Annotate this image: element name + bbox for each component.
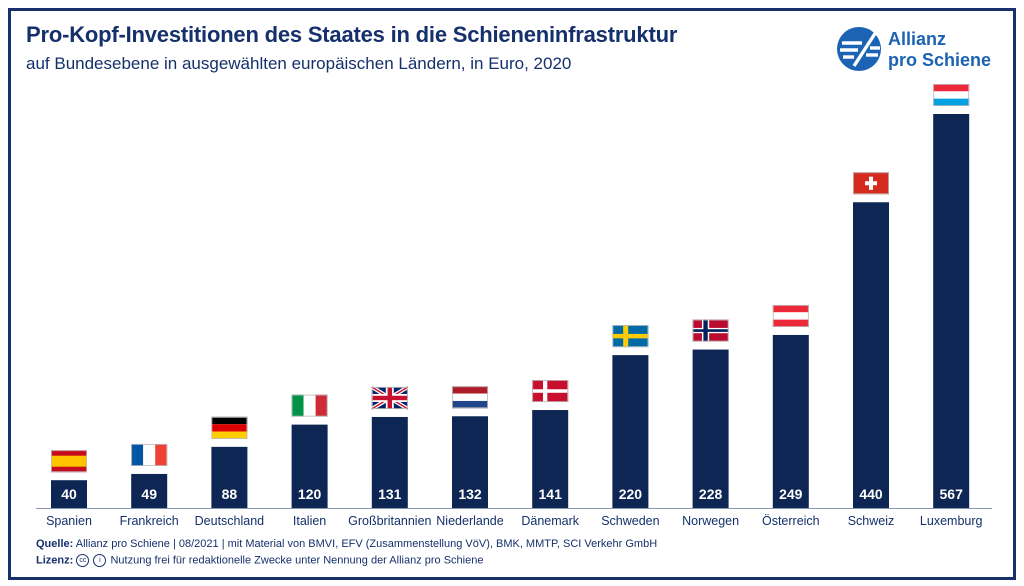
logo-line-2: pro Schiene bbox=[888, 50, 992, 70]
license-line: Lizenz: cc i Nutzung frei für redaktione… bbox=[36, 554, 483, 567]
category-label-austria: Österreich bbox=[762, 514, 820, 528]
by-icon: i bbox=[93, 554, 107, 567]
flag-netherlands-icon bbox=[452, 386, 488, 409]
value-label-italy: 120 bbox=[298, 486, 322, 502]
category-label-norway: Norwegen bbox=[682, 514, 739, 528]
category-label-spain: Spanien bbox=[46, 514, 92, 528]
flag-denmark-icon bbox=[532, 380, 569, 403]
bar-austria bbox=[772, 334, 809, 508]
value-label-sweden: 220 bbox=[619, 486, 643, 502]
value-label-netherlands: 132 bbox=[458, 486, 482, 502]
bar-france bbox=[131, 473, 168, 508]
value-label-switzerland: 440 bbox=[859, 486, 883, 502]
category-label-switzerland: Schweiz bbox=[848, 514, 895, 528]
logo-line-1: Allianz bbox=[888, 29, 947, 49]
bar-switzerland bbox=[853, 202, 889, 509]
bar-germany bbox=[211, 446, 248, 508]
flag-norway-icon bbox=[692, 319, 729, 342]
source-text: Allianz pro Schiene | 08/2021 | mit Mate… bbox=[75, 538, 658, 550]
value-label-luxembourg: 567 bbox=[940, 486, 964, 502]
bar-denmark bbox=[532, 410, 569, 508]
flag-italy-icon bbox=[291, 394, 328, 417]
chart-frame bbox=[8, 8, 1016, 580]
bar-norway bbox=[692, 349, 729, 508]
category-label-uk: Großbritannien bbox=[348, 514, 431, 528]
chart-title: Pro-Kopf-Investitionen des Staates in di… bbox=[26, 22, 678, 47]
flag-france-icon bbox=[131, 443, 168, 466]
value-label-denmark: 141 bbox=[539, 486, 563, 502]
flag-spain-icon bbox=[51, 450, 87, 473]
category-label-germany: Deutschland bbox=[195, 514, 265, 528]
cc-icon: cc bbox=[76, 554, 90, 567]
value-label-austria: 249 bbox=[779, 486, 803, 502]
category-label-netherlands: Niederlande bbox=[436, 514, 503, 528]
value-label-norway: 228 bbox=[699, 486, 723, 502]
bar-sweden bbox=[612, 355, 649, 508]
category-label-france: Frankreich bbox=[120, 514, 179, 528]
source-line: Quelle: Allianz pro Schiene | 08/2021 | … bbox=[36, 538, 657, 550]
bar-luxembourg bbox=[933, 114, 970, 508]
bar-spain bbox=[51, 480, 87, 508]
flag-uk-icon bbox=[370, 385, 409, 411]
value-label-uk: 131 bbox=[378, 486, 402, 502]
logo-globe-icon bbox=[837, 27, 881, 71]
category-label-italy: Italien bbox=[293, 514, 326, 528]
flag-luxembourg-icon bbox=[933, 84, 970, 106]
category-label-sweden: Schweden bbox=[601, 514, 659, 528]
bar-uk bbox=[371, 416, 408, 508]
bar-netherlands bbox=[452, 416, 488, 508]
category-label-luxembourg: Luxemburg bbox=[920, 514, 983, 528]
bar-italy bbox=[291, 424, 328, 508]
allianz-logo: Allianz pro Schiene bbox=[836, 26, 996, 78]
category-label-denmark: Dänemark bbox=[521, 514, 579, 528]
chart-subtitle: auf Bundesebene in ausgewählten europäis… bbox=[26, 54, 572, 73]
license-text: Nutzung frei für redaktionelle Zwecke un… bbox=[110, 554, 484, 567]
flag-sweden-icon bbox=[612, 325, 649, 348]
source-label: Quelle: bbox=[36, 538, 74, 550]
license-label: Lizenz: bbox=[36, 554, 74, 567]
value-label-spain: 40 bbox=[61, 486, 77, 502]
flag-austria-icon bbox=[772, 304, 809, 327]
flag-germany-icon bbox=[211, 416, 248, 439]
flag-switzerland-icon bbox=[853, 172, 889, 195]
value-label-france: 49 bbox=[141, 486, 157, 502]
value-label-germany: 88 bbox=[222, 486, 238, 502]
